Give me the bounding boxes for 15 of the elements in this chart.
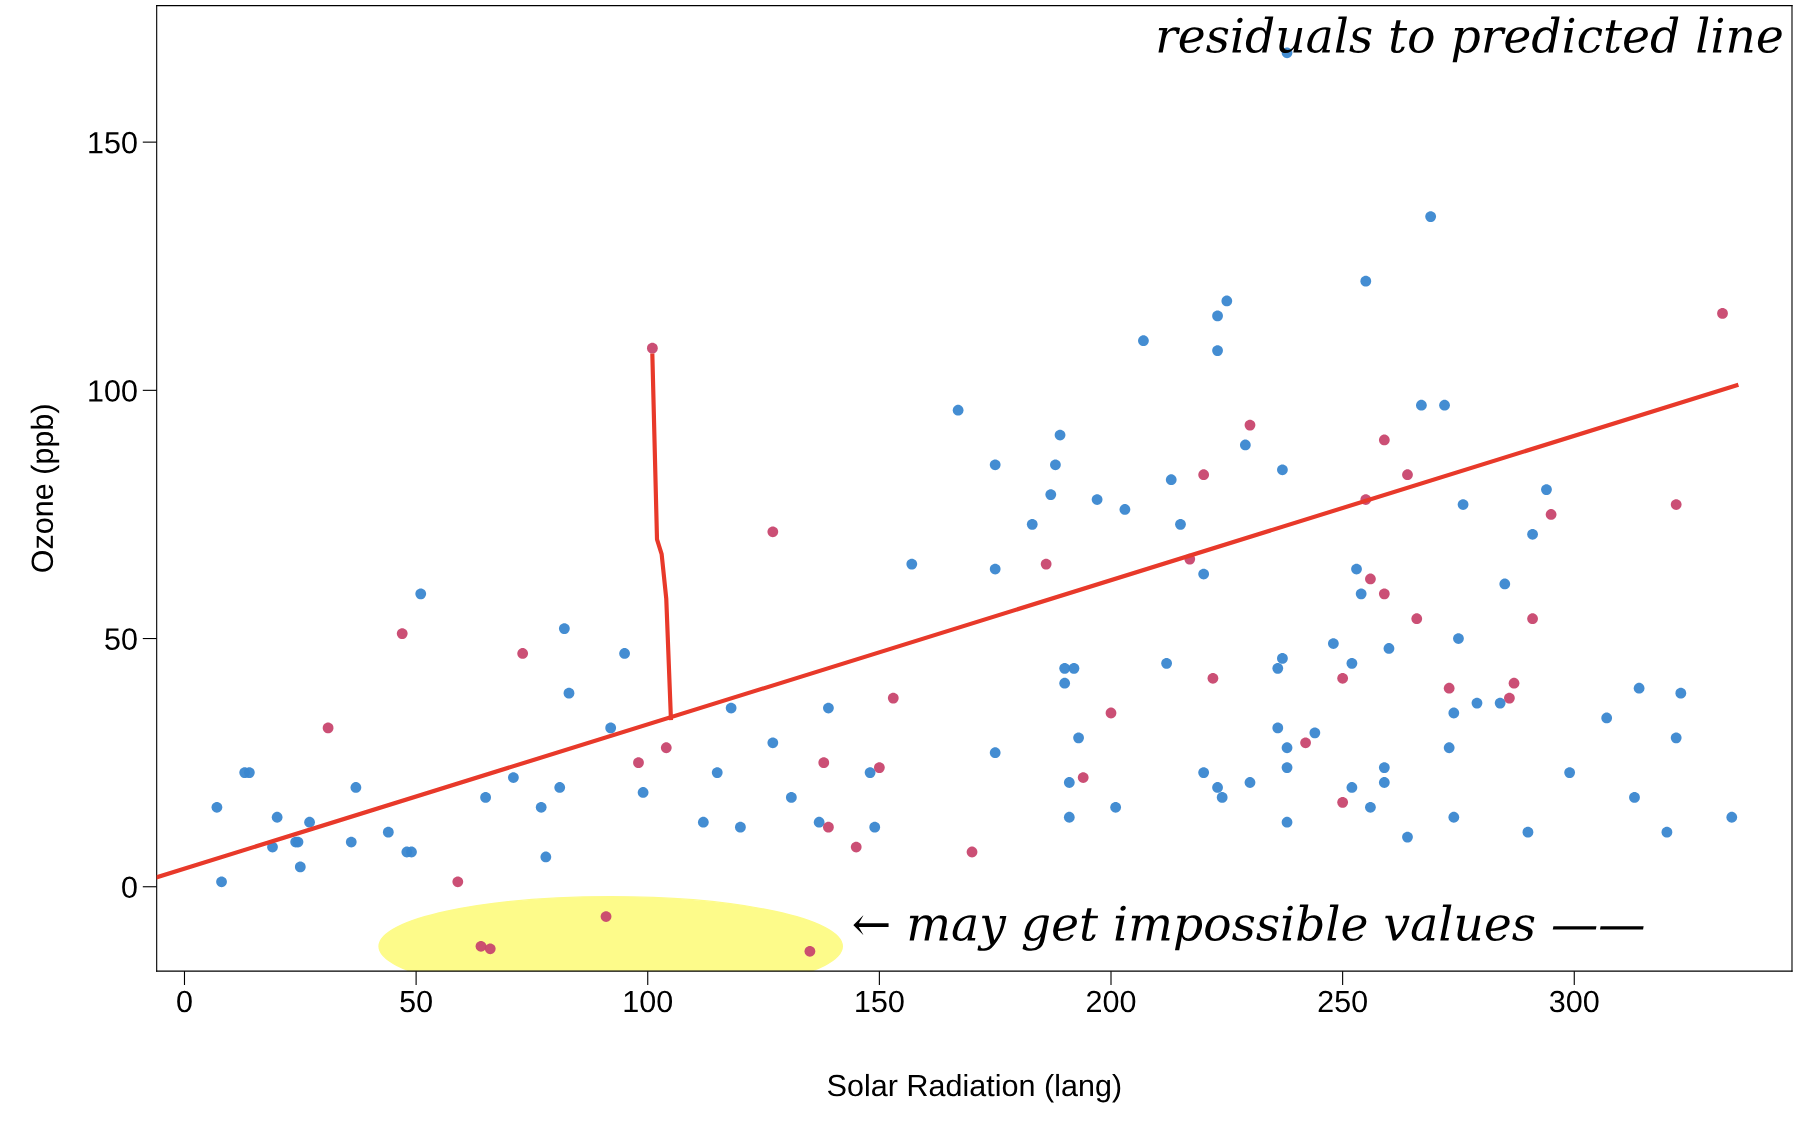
x-tick-label: 200: [1087, 990, 1136, 1013]
y-tick-label: 0: [122, 876, 137, 899]
annotation: residuals to predicted line: [1158, 16, 1782, 63]
x-tick-label: 250: [1318, 990, 1367, 1013]
y-axis-title: Ozone (ppb): [30, 405, 60, 572]
x-tick-label: 0: [177, 990, 192, 1013]
x-axis-title: Solar Radiation (lang): [827, 1073, 1121, 1103]
annotation: ← may get impossible values ——: [853, 904, 1644, 951]
y-tick-label: 100: [89, 380, 137, 402]
x-tick-label: 100: [624, 990, 673, 1013]
x-tick-label: 50: [400, 990, 432, 1013]
x-tick-label: 300: [1549, 990, 1599, 1013]
y-tick-label: 50: [105, 628, 137, 650]
y-tick-label: 150: [89, 131, 137, 154]
x-tick-label: 150: [856, 990, 904, 1013]
